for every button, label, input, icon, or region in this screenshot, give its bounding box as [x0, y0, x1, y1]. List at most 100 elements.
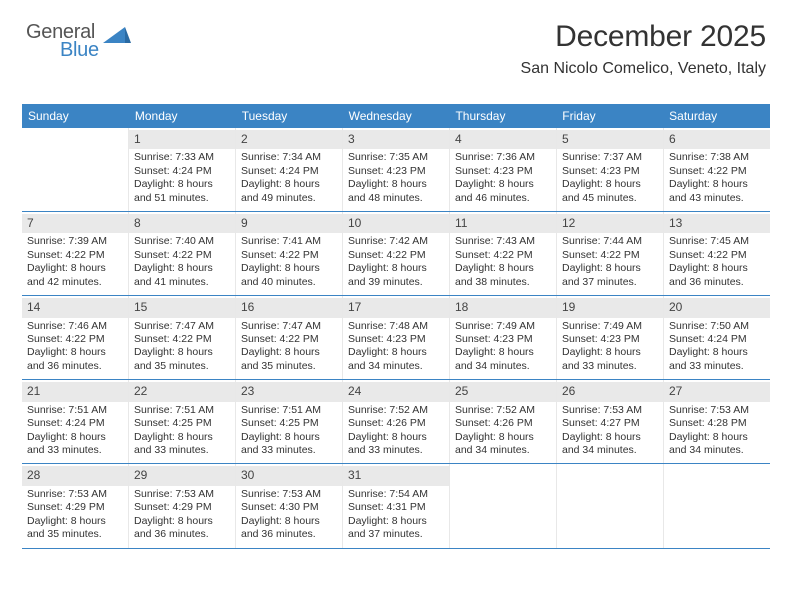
calendar-cell: 1Sunrise: 7:33 AMSunset: 4:24 PMDaylight…: [129, 128, 236, 211]
calendar-cell: 11Sunrise: 7:43 AMSunset: 4:22 PMDayligh…: [450, 212, 557, 295]
calendar-row: 14Sunrise: 7:46 AMSunset: 4:22 PMDayligh…: [22, 296, 770, 380]
sunrise-text: Sunrise: 7:42 AM: [347, 235, 445, 248]
sunset-text: Sunset: 4:24 PM: [668, 333, 766, 346]
daylight-text: Daylight: 8 hours and 35 minutes.: [26, 515, 124, 542]
daylight-text: Daylight: 8 hours and 38 minutes.: [454, 262, 552, 289]
daylight-text: Daylight: 8 hours and 34 minutes.: [347, 346, 445, 373]
daylight-text: Daylight: 8 hours and 35 minutes.: [133, 346, 231, 373]
calendar-cell: 28Sunrise: 7:53 AMSunset: 4:29 PMDayligh…: [22, 464, 129, 547]
daylight-text: Daylight: 8 hours and 33 minutes.: [668, 346, 766, 373]
sunrise-text: Sunrise: 7:53 AM: [133, 488, 231, 501]
calendar-header-cell: Saturday: [663, 104, 770, 128]
calendar-cell: 18Sunrise: 7:49 AMSunset: 4:23 PMDayligh…: [450, 296, 557, 379]
calendar-cell: 24Sunrise: 7:52 AMSunset: 4:26 PMDayligh…: [343, 380, 450, 463]
daylight-text: Daylight: 8 hours and 36 minutes.: [668, 262, 766, 289]
day-number: 1: [129, 130, 235, 149]
sunrise-text: Sunrise: 7:41 AM: [240, 235, 338, 248]
sunrise-text: Sunrise: 7:53 AM: [561, 404, 659, 417]
sunrise-text: Sunrise: 7:40 AM: [133, 235, 231, 248]
sunrise-text: Sunrise: 7:50 AM: [668, 320, 766, 333]
sunset-text: Sunset: 4:22 PM: [133, 249, 231, 262]
daylight-text: Daylight: 8 hours and 33 minutes.: [240, 431, 338, 458]
calendar-cell: 22Sunrise: 7:51 AMSunset: 4:25 PMDayligh…: [129, 380, 236, 463]
sunset-text: Sunset: 4:22 PM: [26, 333, 124, 346]
calendar-cell: 8Sunrise: 7:40 AMSunset: 4:22 PMDaylight…: [129, 212, 236, 295]
sunrise-text: Sunrise: 7:36 AM: [454, 151, 552, 164]
sunrise-text: Sunrise: 7:43 AM: [454, 235, 552, 248]
daylight-text: Daylight: 8 hours and 35 minutes.: [240, 346, 338, 373]
day-number: 15: [129, 298, 235, 317]
sunrise-text: Sunrise: 7:53 AM: [668, 404, 766, 417]
daylight-text: Daylight: 8 hours and 36 minutes.: [240, 515, 338, 542]
daylight-text: Daylight: 8 hours and 43 minutes.: [668, 178, 766, 205]
calendar-cell: 10 Sunrise: 7:42 AMSunset: 4:22 PMDayligh…: [343, 212, 450, 295]
day-number: 17: [343, 298, 449, 317]
sunset-text: Sunset: 4:26 PM: [347, 417, 445, 430]
calendar-cell: 5Sunrise: 7:37 AMSunset: 4:23 PMDaylight…: [557, 128, 664, 211]
daylight-text: Daylight: 8 hours and 42 minutes.: [26, 262, 124, 289]
sunset-text: Sunset: 4:22 PM: [668, 249, 766, 262]
sunrise-text: Sunrise: 7:53 AM: [26, 488, 124, 501]
sunrise-text: Sunrise: 7:51 AM: [26, 404, 124, 417]
sunrise-text: Sunrise: 7:34 AM: [240, 151, 338, 164]
calendar-cell: 2Sunrise: 7:34 AMSunset: 4:24 PMDaylight…: [236, 128, 343, 211]
daylight-text: Daylight: 8 hours and 41 minutes.: [133, 262, 231, 289]
sunset-text: Sunset: 4:27 PM: [561, 417, 659, 430]
day-number: 16: [236, 298, 342, 317]
calendar-cell: 20Sunrise: 7:50 AMSunset: 4:24 PMDayligh…: [664, 296, 770, 379]
calendar-cell: [664, 464, 770, 547]
day-number: 18: [450, 298, 556, 317]
calendar-cell: 9Sunrise: 7:41 AMSunset: 4:22 PMDaylight…: [236, 212, 343, 295]
daylight-text: Daylight: 8 hours and 40 minutes.: [240, 262, 338, 289]
daylight-text: Daylight: 8 hours and 34 minutes.: [454, 431, 552, 458]
daylight-text: Daylight: 8 hours and 37 minutes.: [561, 262, 659, 289]
calendar-row: 21Sunrise: 7:51 AMSunset: 4:24 PMDayligh…: [22, 380, 770, 464]
sunrise-text: Sunrise: 7:35 AM: [347, 151, 445, 164]
sunrise-text: Sunrise: 7:44 AM: [561, 235, 659, 248]
sunset-text: Sunset: 4:26 PM: [454, 417, 552, 430]
sunset-text: Sunset: 4:22 PM: [347, 249, 445, 262]
calendar-cell: 25Sunrise: 7:52 AMSunset: 4:26 PMDayligh…: [450, 380, 557, 463]
sunset-text: Sunset: 4:22 PM: [240, 333, 338, 346]
sunset-text: Sunset: 4:22 PM: [240, 249, 338, 262]
calendar-cell: 4Sunrise: 7:36 AMSunset: 4:23 PMDaylight…: [450, 128, 557, 211]
logo-text-blue: Blue: [60, 40, 99, 60]
daylight-text: Daylight: 8 hours and 39 minutes.: [347, 262, 445, 289]
sunset-text: Sunset: 4:30 PM: [240, 501, 338, 514]
day-number: 19: [557, 298, 663, 317]
sunrise-text: Sunrise: 7:53 AM: [240, 488, 338, 501]
sunset-text: Sunset: 4:22 PM: [668, 165, 766, 178]
day-number: 30: [236, 466, 342, 485]
calendar-cell: 19Sunrise: 7:49 AMSunset: 4:23 PMDayligh…: [557, 296, 664, 379]
daylight-text: Daylight: 8 hours and 34 minutes.: [668, 431, 766, 458]
logo-triangle-icon: [103, 25, 131, 48]
calendar-cell: 13 Sunrise: 7:45 AMSunset: 4:22 PMDayligh…: [664, 212, 770, 295]
calendar-cell: [22, 128, 129, 211]
day-number: 12: [557, 214, 663, 233]
calendar-header-row: SundayMondayTuesdayWednesdayThursdayFrid…: [22, 104, 770, 128]
calendar: SundayMondayTuesdayWednesdayThursdayFrid…: [22, 104, 770, 549]
day-number: 24: [343, 382, 449, 401]
logo: General Blue: [26, 22, 131, 60]
day-number: 26: [557, 382, 663, 401]
calendar-header-cell: Sunday: [22, 104, 129, 128]
calendar-cell: 23Sunrise: 7:51 AMSunset: 4:25 PMDayligh…: [236, 380, 343, 463]
sunrise-text: Sunrise: 7:45 AM: [668, 235, 766, 248]
day-number: 4: [450, 130, 556, 149]
sunrise-text: Sunrise: 7:39 AM: [26, 235, 124, 248]
calendar-cell: 26Sunrise: 7:53 AMSunset: 4:27 PMDayligh…: [557, 380, 664, 463]
calendar-cell: 29Sunrise: 7:53 AMSunset: 4:29 PMDayligh…: [129, 464, 236, 547]
day-number: 2: [236, 130, 342, 149]
day-number: 10: [343, 214, 449, 233]
sunrise-text: Sunrise: 7:47 AM: [240, 320, 338, 333]
calendar-cell: 27Sunrise: 7:53 AMSunset: 4:28 PMDayligh…: [664, 380, 770, 463]
sunset-text: Sunset: 4:28 PM: [668, 417, 766, 430]
calendar-cell: 15Sunrise: 7:47 AMSunset: 4:22 PMDayligh…: [129, 296, 236, 379]
daylight-text: Daylight: 8 hours and 37 minutes.: [347, 515, 445, 542]
day-number: 28: [22, 466, 128, 485]
sunset-text: Sunset: 4:24 PM: [26, 417, 124, 430]
calendar-cell: 7Sunrise: 7:39 AMSunset: 4:22 PMDaylight…: [22, 212, 129, 295]
day-number: 13: [664, 214, 770, 233]
sunset-text: Sunset: 4:23 PM: [561, 333, 659, 346]
calendar-header-cell: Thursday: [449, 104, 556, 128]
